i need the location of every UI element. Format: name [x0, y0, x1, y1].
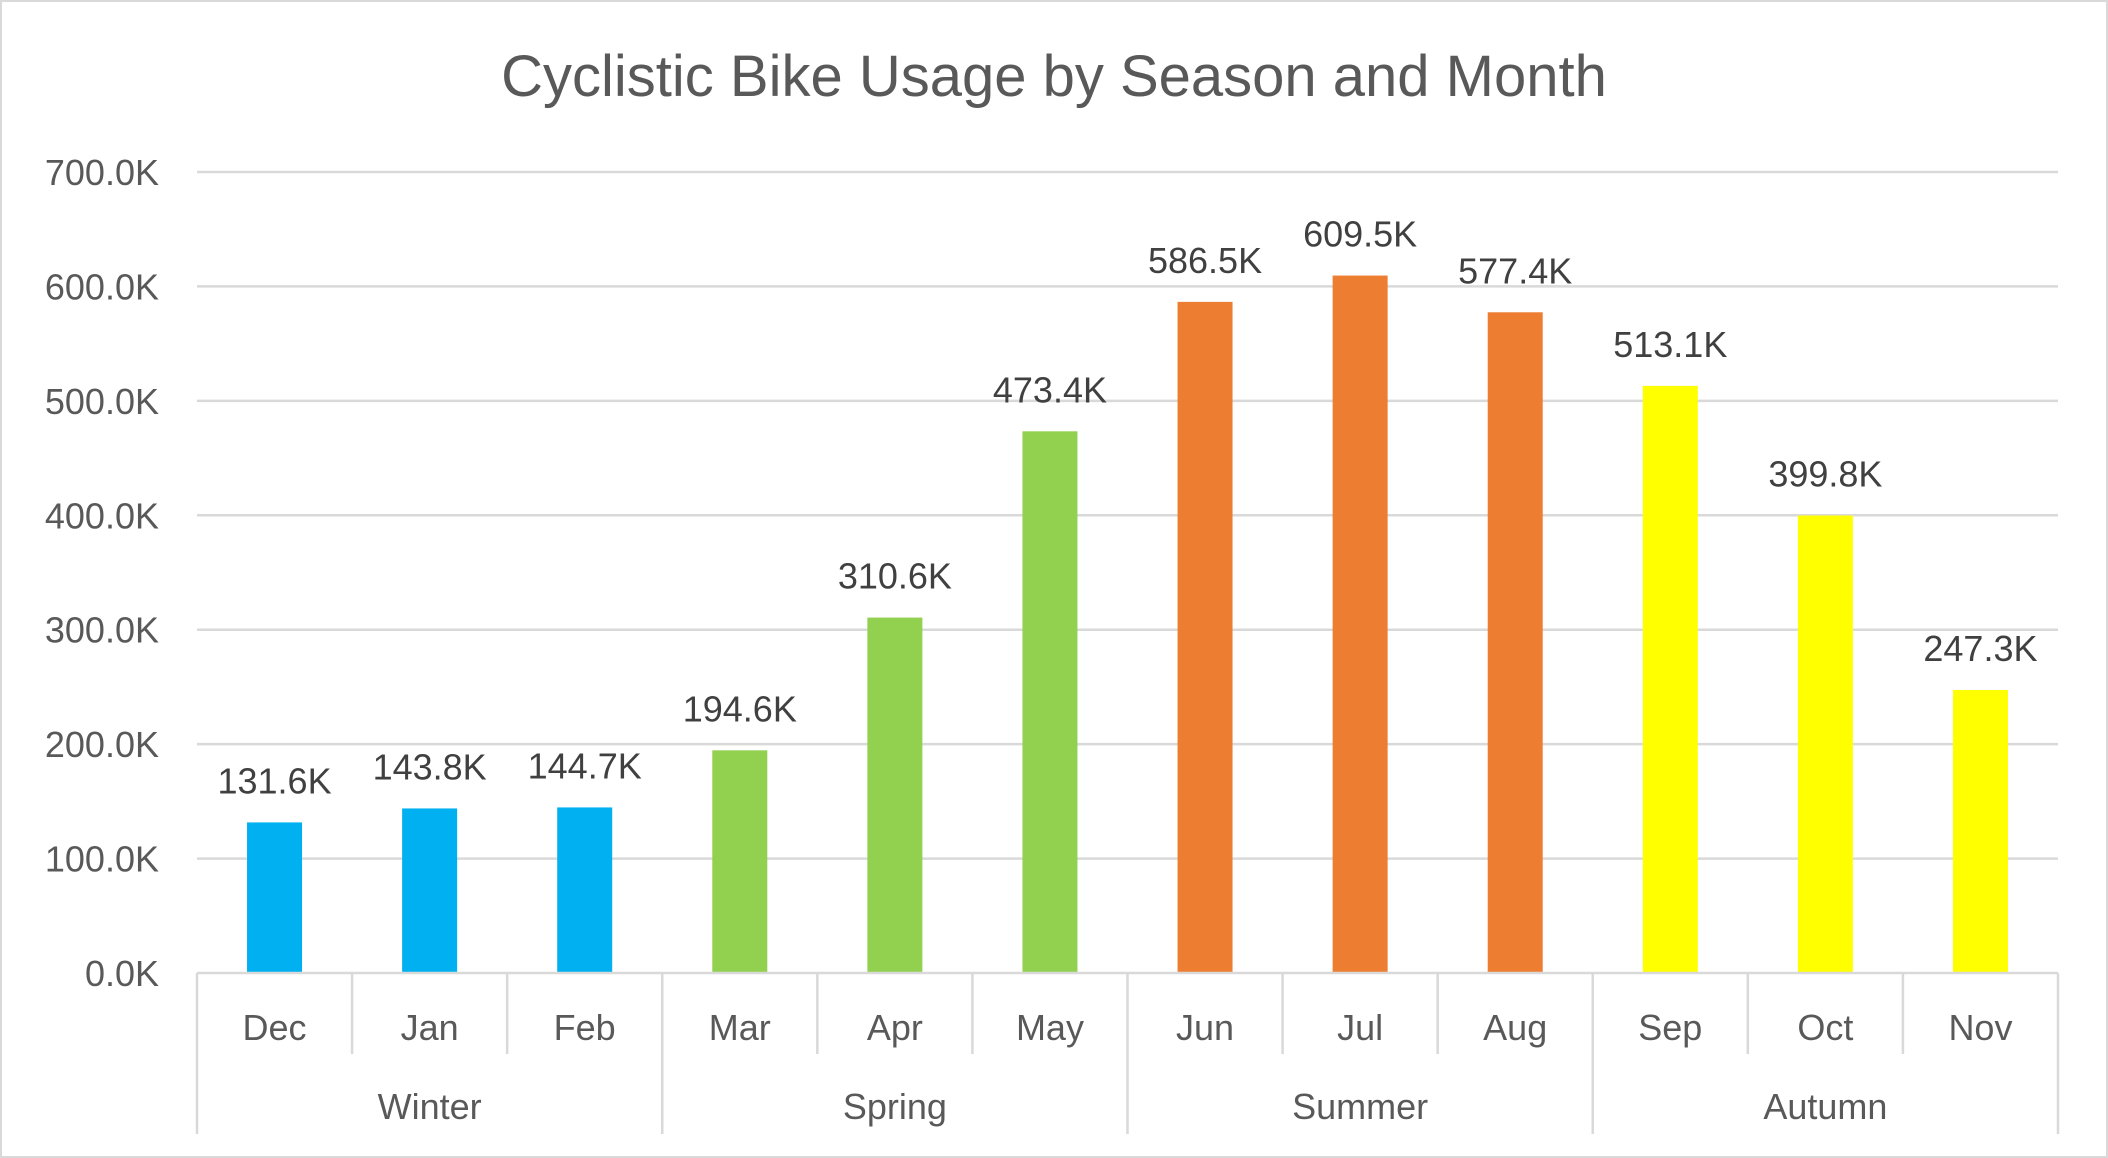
data-label-jun: 586.5K [1148, 240, 1262, 281]
data-label-oct: 399.8K [1768, 454, 1882, 495]
season-label-spring: Spring [843, 1086, 947, 1127]
y-tick-label: 600.0K [45, 266, 159, 307]
bar-may [1022, 431, 1078, 973]
data-label-may: 473.4K [993, 369, 1107, 410]
x-tick-label-nov: Nov [1948, 1007, 2012, 1048]
data-label-aug: 577.4K [1458, 250, 1572, 291]
chart-title: Cyclistic Bike Usage by Season and Month [501, 44, 1607, 109]
y-tick-label: 100.0K [45, 839, 159, 880]
x-tick-label-may: May [1016, 1007, 1084, 1048]
bar-jun [1177, 301, 1233, 973]
bar-apr [867, 617, 923, 973]
y-axis-tick-labels: 0.0K 100.0K 200.0K 300.0K 400.0K 500.0K 600.0K… [45, 152, 159, 994]
season-label-autumn: Autumn [1763, 1086, 1887, 1127]
data-label-nov: 247.3K [1923, 628, 2037, 669]
data-label-mar: 194.6K [683, 688, 797, 729]
data-label-jan: 143.8K [373, 746, 487, 787]
bar-oct [1797, 515, 1853, 973]
data-label-jul: 609.5K [1303, 214, 1417, 255]
y-tick-label: 500.0K [45, 381, 159, 422]
data-label-feb: 144.7K [528, 745, 642, 786]
bar-nov [1952, 690, 2008, 973]
bars [247, 275, 2008, 973]
x-tick-label-feb: Feb [554, 1007, 616, 1048]
x-tick-label-jun: Jun [1176, 1007, 1234, 1048]
y-tick-label: 400.0K [45, 495, 159, 536]
x-tick-label-apr: Apr [867, 1007, 923, 1048]
gridlines [197, 170, 2058, 860]
season-label-summer: Summer [1292, 1086, 1428, 1127]
x-axis: Winter Spring Summer Autumn Dec Jan Feb Mar Apr M… [195, 971, 2060, 1134]
bar-sep [1642, 385, 1698, 973]
x-tick-label-jan: Jan [401, 1007, 459, 1048]
x-tick-label-jul: Jul [1337, 1007, 1383, 1048]
y-tick-label: 700.0K [45, 152, 159, 193]
bar-jan [402, 808, 458, 973]
bar-feb [557, 807, 613, 973]
y-tick-label: 300.0K [45, 610, 159, 651]
data-label-sep: 513.1K [1613, 324, 1727, 365]
data-label-apr: 310.6K [838, 556, 952, 597]
y-tick-label: 0.0K [85, 953, 159, 994]
x-tick-label-mar: Mar [709, 1007, 771, 1048]
x-tick-label-dec: Dec [243, 1007, 307, 1048]
x-tick-label-oct: Oct [1797, 1007, 1853, 1048]
data-label-dec: 131.6K [217, 760, 331, 801]
x-tick-label-sep: Sep [1638, 1007, 1702, 1048]
y-tick-label: 200.0K [45, 724, 159, 765]
bar-aug [1487, 312, 1543, 973]
bar-dec [247, 822, 303, 973]
bar-mar [712, 750, 768, 973]
data-labels: 131.6K 143.8K 144.7K 194.6K 310.6K 473.4K 586.… [217, 214, 2037, 802]
x-tick-label-aug: Aug [1483, 1007, 1547, 1048]
bar-jul [1332, 275, 1388, 973]
season-label-winter: Winter [378, 1086, 482, 1127]
